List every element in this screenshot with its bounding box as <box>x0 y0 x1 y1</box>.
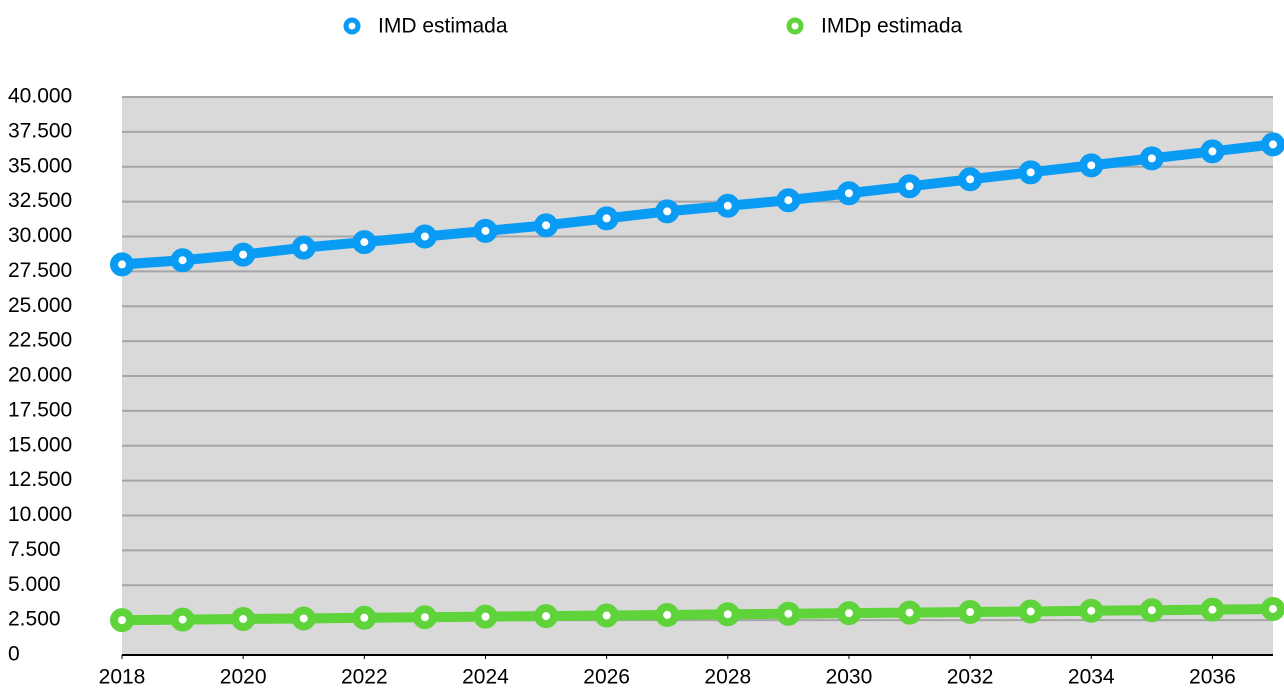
y-tick-label: 0 <box>8 643 20 666</box>
x-tick-label: 2022 <box>341 666 388 689</box>
x-tick-label: 2032 <box>947 666 994 689</box>
data-point <box>715 193 740 218</box>
legend-label: IMD estimada <box>378 15 508 38</box>
y-tick-label: 22.500 <box>8 329 72 352</box>
x-tick-label: 2030 <box>826 666 873 689</box>
data-point <box>776 188 801 213</box>
data-point <box>897 174 922 199</box>
y-tick-label: 12.500 <box>8 468 72 491</box>
data-point <box>473 604 498 629</box>
data-point <box>1200 597 1225 622</box>
data-point <box>291 235 316 260</box>
data-point <box>534 604 559 629</box>
y-tick-label: 32.500 <box>8 189 72 212</box>
x-tick-label: 2026 <box>583 666 630 689</box>
data-point <box>836 601 861 626</box>
data-point <box>655 602 680 627</box>
data-point <box>412 605 437 630</box>
y-tick-label: 5.000 <box>8 573 61 596</box>
data-point <box>594 206 619 231</box>
data-point <box>110 608 134 633</box>
data-point <box>715 602 740 627</box>
y-tick-label: 30.000 <box>8 224 72 247</box>
data-point <box>473 218 498 243</box>
data-point <box>291 606 316 631</box>
data-point <box>352 230 377 255</box>
data-point <box>594 603 619 628</box>
data-point <box>1139 598 1164 623</box>
y-tick-label: 35.000 <box>8 154 72 177</box>
x-tick-label: 2028 <box>704 666 751 689</box>
y-tick-label: 37.500 <box>8 119 72 142</box>
data-point <box>170 248 195 273</box>
data-point <box>897 600 922 625</box>
data-point <box>1079 153 1104 178</box>
data-point <box>776 601 801 626</box>
data-point <box>1261 132 1284 157</box>
legend-label: IMDp estimada <box>821 15 963 38</box>
y-tick-label: 2.500 <box>8 608 61 631</box>
x-tick-label: 2036 <box>1189 666 1236 689</box>
data-point <box>170 607 195 632</box>
data-point <box>958 600 983 625</box>
y-tick-label: 27.500 <box>8 259 72 282</box>
data-point <box>655 199 680 224</box>
y-tick-label: 17.500 <box>8 398 72 421</box>
legend-marker <box>786 17 804 35</box>
data-point <box>231 607 256 632</box>
data-point <box>958 167 983 192</box>
data-point <box>1018 599 1043 624</box>
y-tick-label: 15.000 <box>8 433 72 456</box>
legend-marker <box>343 17 361 35</box>
data-point <box>110 252 134 277</box>
data-point <box>1261 596 1284 621</box>
data-point <box>1139 146 1164 171</box>
y-tick-label: 40.000 <box>8 85 72 108</box>
y-tick-label: 20.000 <box>8 364 72 387</box>
data-point <box>534 213 559 238</box>
data-point <box>1018 160 1043 185</box>
data-point <box>1079 598 1104 623</box>
x-tick-label: 2018 <box>99 666 146 689</box>
data-point <box>836 181 861 206</box>
data-point <box>1200 139 1225 164</box>
x-tick-label: 2024 <box>462 666 509 689</box>
x-tick-label: 2034 <box>1068 666 1115 689</box>
x-tick-label: 2020 <box>220 666 267 689</box>
y-tick-label: 10.000 <box>8 503 72 526</box>
y-tick-label: 7.500 <box>8 538 61 561</box>
data-point <box>412 224 437 249</box>
data-point <box>352 605 377 630</box>
y-tick-label: 25.000 <box>8 294 72 317</box>
data-point <box>231 242 256 267</box>
